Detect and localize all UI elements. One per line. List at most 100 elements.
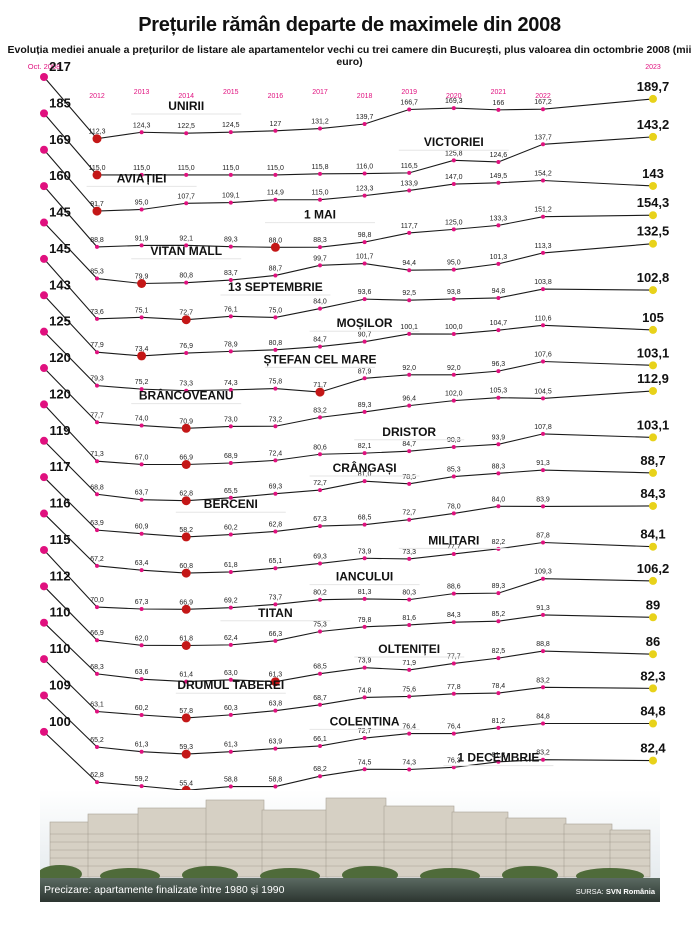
- data-point: [362, 522, 367, 527]
- series: 145 132,5 85,3 79,9 80,8 83,7 88,7 99,7 101,7 94,…: [40, 205, 669, 288]
- data-label: 93,6: [358, 289, 372, 296]
- data-point: [318, 306, 322, 311]
- data-point: [273, 347, 278, 352]
- data-point: [273, 746, 278, 751]
- data-label: 62,8: [90, 772, 104, 779]
- data-label: 124,5: [222, 122, 240, 129]
- data-point: [362, 376, 367, 381]
- data-point: [139, 207, 144, 212]
- data-label: 123,3: [356, 186, 374, 193]
- end-label: 143: [642, 166, 664, 181]
- data-point: [407, 622, 412, 627]
- series-name: MILITARI: [428, 533, 479, 547]
- series: 110 82,3 63,1 60,2 57,8 60,3 63,8 68,7 74,8 75,6 7…: [40, 641, 666, 723]
- data-label: 68,8: [90, 484, 104, 491]
- data-label: 89,3: [492, 583, 506, 590]
- data-point: [95, 605, 99, 610]
- start-point: [40, 545, 48, 554]
- data-label: 78,4: [492, 683, 506, 690]
- end-label: 143,2: [637, 117, 670, 132]
- data-point: [541, 107, 545, 112]
- data-point: [496, 725, 501, 730]
- data-point: [273, 424, 278, 429]
- series: 119 88,7 68,8 63,7 62,8 65,5 69,3 72,7 81,0 78,5 8…: [40, 423, 666, 506]
- start-label: 109: [49, 677, 71, 692]
- series-name: UNIRII: [168, 99, 204, 113]
- data-label: 63,7: [135, 490, 149, 497]
- data-point: [273, 638, 278, 643]
- data-label: 102,0: [445, 391, 463, 398]
- data-point: [451, 551, 456, 556]
- data-label: 59,3: [179, 744, 193, 751]
- end-label: 84,8: [640, 704, 665, 719]
- data-point: [362, 665, 367, 670]
- end-point: [649, 132, 657, 141]
- data-label: 78,9: [224, 341, 238, 348]
- data-label: 73,4: [135, 346, 149, 353]
- data-label: 68,3: [90, 664, 104, 671]
- series-layer: 217 189,7 112,3 124,3 122,5 124,5 127 131,2 139,…: [40, 59, 669, 795]
- start-point: [40, 582, 48, 591]
- data-point: [496, 395, 501, 400]
- data-point: [273, 315, 278, 320]
- data-label: 84,0: [313, 299, 327, 306]
- end-point: [649, 468, 657, 477]
- data-label: 116,0: [356, 164, 373, 171]
- data-label: 70,9: [179, 418, 193, 425]
- start-label: 116: [50, 496, 71, 511]
- data-label: 82,1: [358, 443, 372, 450]
- data-label: 88,3: [492, 463, 506, 470]
- data-point: [362, 451, 367, 456]
- data-label: 75,1: [135, 307, 149, 314]
- data-label: 84,7: [313, 337, 327, 344]
- start-point: [40, 109, 48, 118]
- data-label: 105,3: [490, 388, 508, 395]
- data-label: 68,5: [358, 515, 372, 522]
- start-point: [40, 473, 48, 482]
- data-point: [139, 568, 144, 573]
- data-label: 74,3: [224, 380, 238, 387]
- data-label: 115,0: [89, 165, 106, 172]
- data-point: [273, 386, 278, 391]
- data-point: [496, 180, 501, 185]
- data-point: [318, 245, 322, 250]
- data-point: [228, 387, 233, 392]
- data-label: 114,9: [267, 190, 284, 197]
- data-label: 73,7: [269, 594, 283, 601]
- data-label: 92,0: [447, 365, 461, 372]
- series: 217 189,7 112,3 124,3 122,5 124,5 127 131,2 139,…: [40, 59, 669, 144]
- data-point: [451, 372, 456, 377]
- series-name: OLTENIȚEI: [378, 642, 440, 656]
- data-label: 78,5: [402, 474, 416, 481]
- series: 169 143 91,7 95,0 107,7 109,1 114,9 115,0 123,3 1…: [40, 132, 664, 216]
- data-label: 83,7: [224, 270, 238, 277]
- data-label: 63,9: [269, 739, 283, 746]
- data-point: [451, 444, 456, 449]
- start-label: 120: [49, 350, 71, 365]
- series-name: ȘTEFAN CEL MARE: [263, 352, 376, 366]
- end-point: [649, 613, 657, 622]
- data-point: [362, 339, 367, 344]
- data-label: 107,8: [534, 424, 552, 431]
- data-point: [541, 540, 545, 545]
- series-name: BERCENI: [204, 497, 258, 511]
- data-point: [451, 511, 456, 516]
- data-label: 65,1: [269, 558, 283, 565]
- data-point: [541, 178, 545, 183]
- start-point: [40, 218, 48, 227]
- data-label: 84,8: [536, 714, 550, 721]
- min-point: [270, 242, 280, 252]
- data-label: 72,7: [179, 310, 193, 317]
- series-name: TITAN: [258, 606, 292, 620]
- data-label: 101,7: [356, 254, 374, 261]
- data-point: [407, 667, 412, 672]
- data-point: [496, 656, 501, 661]
- data-point: [318, 671, 322, 676]
- data-label: 66,3: [269, 631, 283, 638]
- data-label: 73,2: [269, 416, 283, 423]
- data-point: [184, 172, 189, 177]
- data-point: [451, 591, 456, 596]
- data-label: 125,8: [445, 150, 463, 157]
- data-label: 77,7: [90, 412, 104, 419]
